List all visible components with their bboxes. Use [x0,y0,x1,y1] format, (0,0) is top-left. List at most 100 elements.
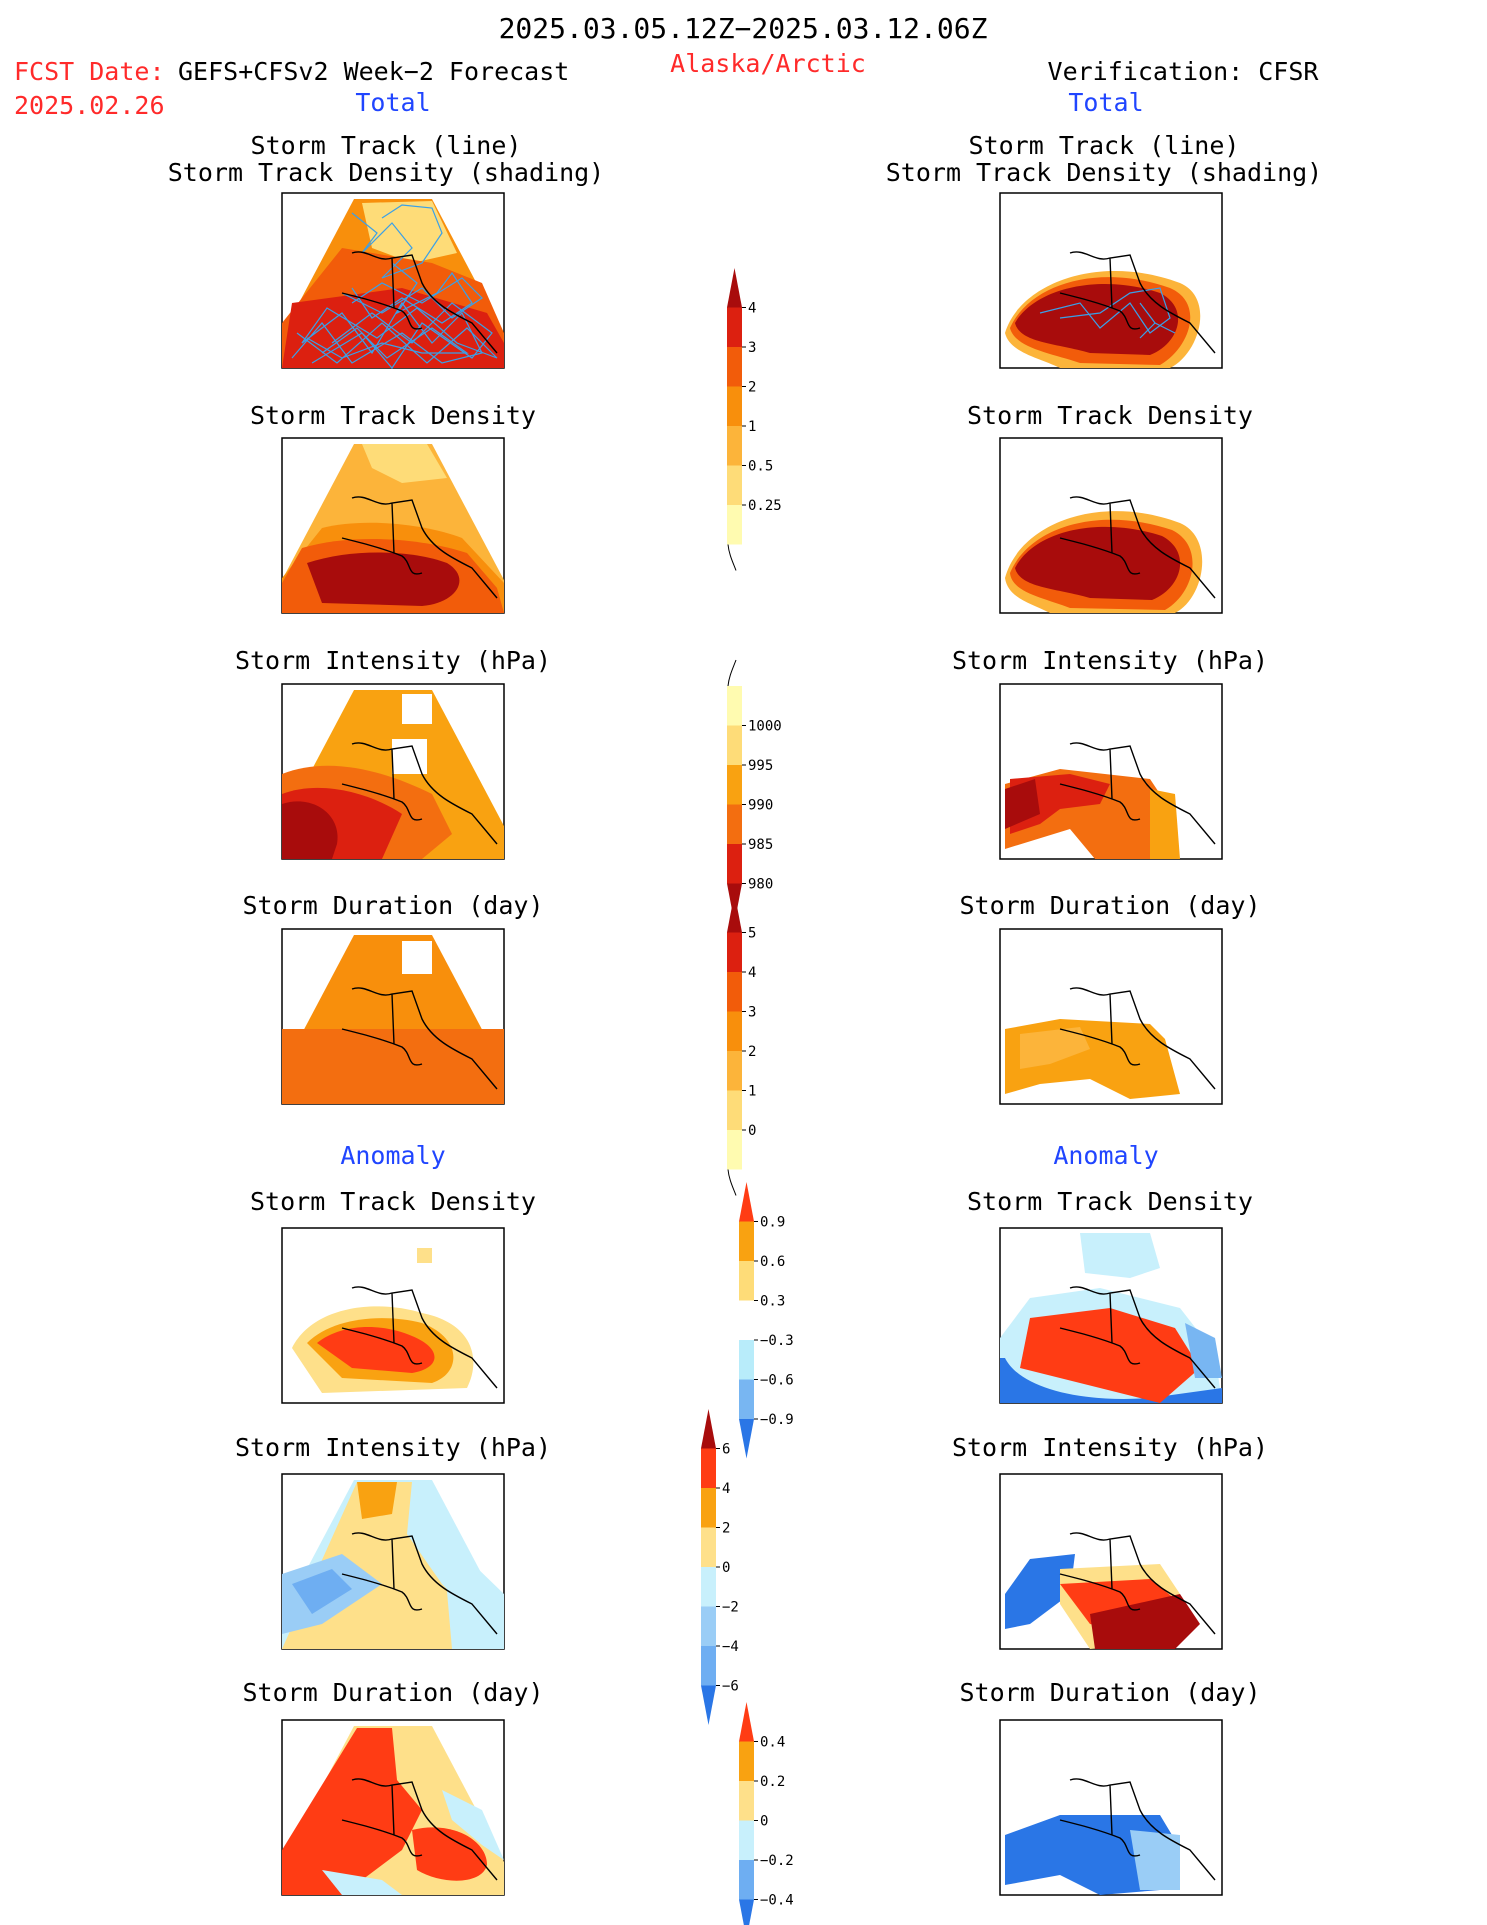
colorbar-segment [727,307,742,347]
colorbar-tick-label: 4 [748,965,756,981]
colorbar-segment [727,932,742,972]
colorbar-segment [701,1646,716,1686]
panel-intensity-anom-right [999,1473,1223,1650]
panel-track-right [999,192,1223,369]
colorbar-intensity: 1000 995 990 985 980 [727,659,782,923]
colorbar-segment [727,1011,742,1051]
panel-duration-left [281,928,505,1105]
colorbar-tick-label: 5 [748,926,756,942]
colorbar-tick-label: −0.9 [760,1412,794,1428]
fcst-date-label: FCST Date: [14,57,165,86]
title-track-line-right: Storm Track (line) [969,131,1240,160]
colorbar-segment [739,1820,754,1860]
colorbar-density-anomaly: 0.9 0.6 0.3 −0.3 −0.6 −0.9 [739,1182,794,1459]
panel-density-right [999,437,1223,614]
colorbar-tick-label: 995 [748,758,773,774]
colorbar-triangle-top [727,893,742,933]
colorbar-tick-label: 0 [722,1560,730,1576]
colorbar-segment [739,1741,754,1781]
panel-duration-right [999,928,1223,1105]
colorbar-segment [727,804,742,844]
colorbar-tick-label: 2 [722,1521,730,1537]
colorbar-triangle-top [727,268,742,308]
colorbar-tick-label: −0.2 [760,1853,794,1869]
period-title: 2025.03.05.12Z−2025.03.12.06Z [499,12,988,45]
colorbar-segment [739,1781,754,1821]
colorbar-tick-label: 4 [722,1481,730,1497]
panel-intensity-left [281,683,505,860]
colorbar-tick-label: 3 [748,1005,756,1021]
colorbar-tick-label: 0 [748,1123,756,1139]
colorbar-tick-label: −0.3 [760,1333,794,1349]
panel-density-anom-right [999,1227,1223,1404]
panel-density-left [281,437,505,614]
colorbar-segment [727,426,742,466]
colorbar-tick-label: 0 [760,1814,768,1830]
colorbar-triangle-top [739,1702,754,1742]
section-anomaly-left: Anomaly [340,1141,445,1170]
colorbar-segment [727,1090,742,1130]
colorbar-intensity-anomaly: 6 4 2 0 −2 −4 −6 [701,1409,739,1725]
colorbar-segment [739,1340,754,1380]
colorbar-tick-label: −0.6 [760,1373,794,1389]
panel-duration-anom-left [281,1719,505,1896]
title-duration-anom-left: Storm Duration (day) [242,1678,543,1707]
colorbar-tail [727,659,737,687]
colorbar-segment [701,1488,716,1528]
title-density-left: Storm Track Density [250,401,536,430]
colorbar-tick-label: −6 [722,1679,739,1695]
colorbar-segment [739,1261,754,1301]
colorbar-tick-label: 2 [748,380,756,396]
colorbar-segment [739,1221,754,1261]
colorbar-segment [701,1606,716,1646]
panel-intensity-right [999,683,1223,860]
colorbar-tick-label: 0.2 [760,1774,785,1790]
title-intensity-right: Storm Intensity (hPa) [952,646,1268,675]
colorbar-segment [727,725,742,765]
colorbar-triangle-top [701,1409,716,1449]
section-total-left: Total [355,88,430,117]
title-density-anom-left: Storm Track Density [250,1187,536,1216]
colorbar-segment [727,1130,742,1170]
title-intensity-left: Storm Intensity (hPa) [235,646,551,675]
title-intensity-anom-left: Storm Intensity (hPa) [235,1433,551,1462]
colorbar-tick-label: 1000 [748,719,782,735]
panel-intensity-anom-left [281,1473,505,1650]
verification-label: Verification: CFSR [1048,57,1320,86]
colorbar-segment [727,386,742,426]
colorbar-segment [701,1448,716,1488]
model-label: GEFS+CFSv2 Week−2 Forecast [178,57,569,86]
colorbar-segment [727,765,742,805]
colorbar-segment [701,1567,716,1607]
colorbar-tail [727,1169,737,1196]
title-duration-left: Storm Duration (day) [242,891,543,920]
colorbar-tick-label: 3 [748,340,756,356]
colorbar-segment [727,347,742,387]
colorbar-triangle-bottom [739,1899,754,1925]
colorbar-tick-label: 2 [748,1044,756,1060]
colorbar-tick-label: 980 [748,877,773,893]
title-intensity-anom-right: Storm Intensity (hPa) [952,1433,1268,1462]
colorbar-tick-label: 985 [748,837,773,853]
colorbar-duration: 5 4 3 2 1 0 [727,893,756,1196]
colorbar-segment [727,686,742,726]
colorbar-triangle-top [739,1182,754,1222]
fcst-date-value: 2025.02.26 [14,91,165,120]
title-density-anom-right: Storm Track Density [967,1187,1253,1216]
title-duration-anom-right: Storm Duration (day) [959,1678,1260,1707]
colorbar-tick-label: 0.4 [760,1735,785,1751]
title-track-shading-left: Storm Track Density (shading) [168,158,605,187]
section-anomaly-right: Anomaly [1053,1141,1158,1170]
colorbar-tick-label: 0.3 [760,1294,785,1310]
colorbar-segment [727,1051,742,1091]
title-track-shading-right: Storm Track Density (shading) [886,158,1323,187]
colorbar-segment [739,1860,754,1900]
region-label: Alaska/Arctic [670,49,866,78]
colorbar-segment [739,1379,754,1419]
colorbar-tick-label: 0.5 [748,459,773,475]
colorbar-segment [727,972,742,1012]
title-duration-right: Storm Duration (day) [959,891,1260,920]
density-fill-low [362,201,457,263]
colorbar-tick-label: −4 [722,1639,739,1655]
colorbar-tail [727,544,737,571]
